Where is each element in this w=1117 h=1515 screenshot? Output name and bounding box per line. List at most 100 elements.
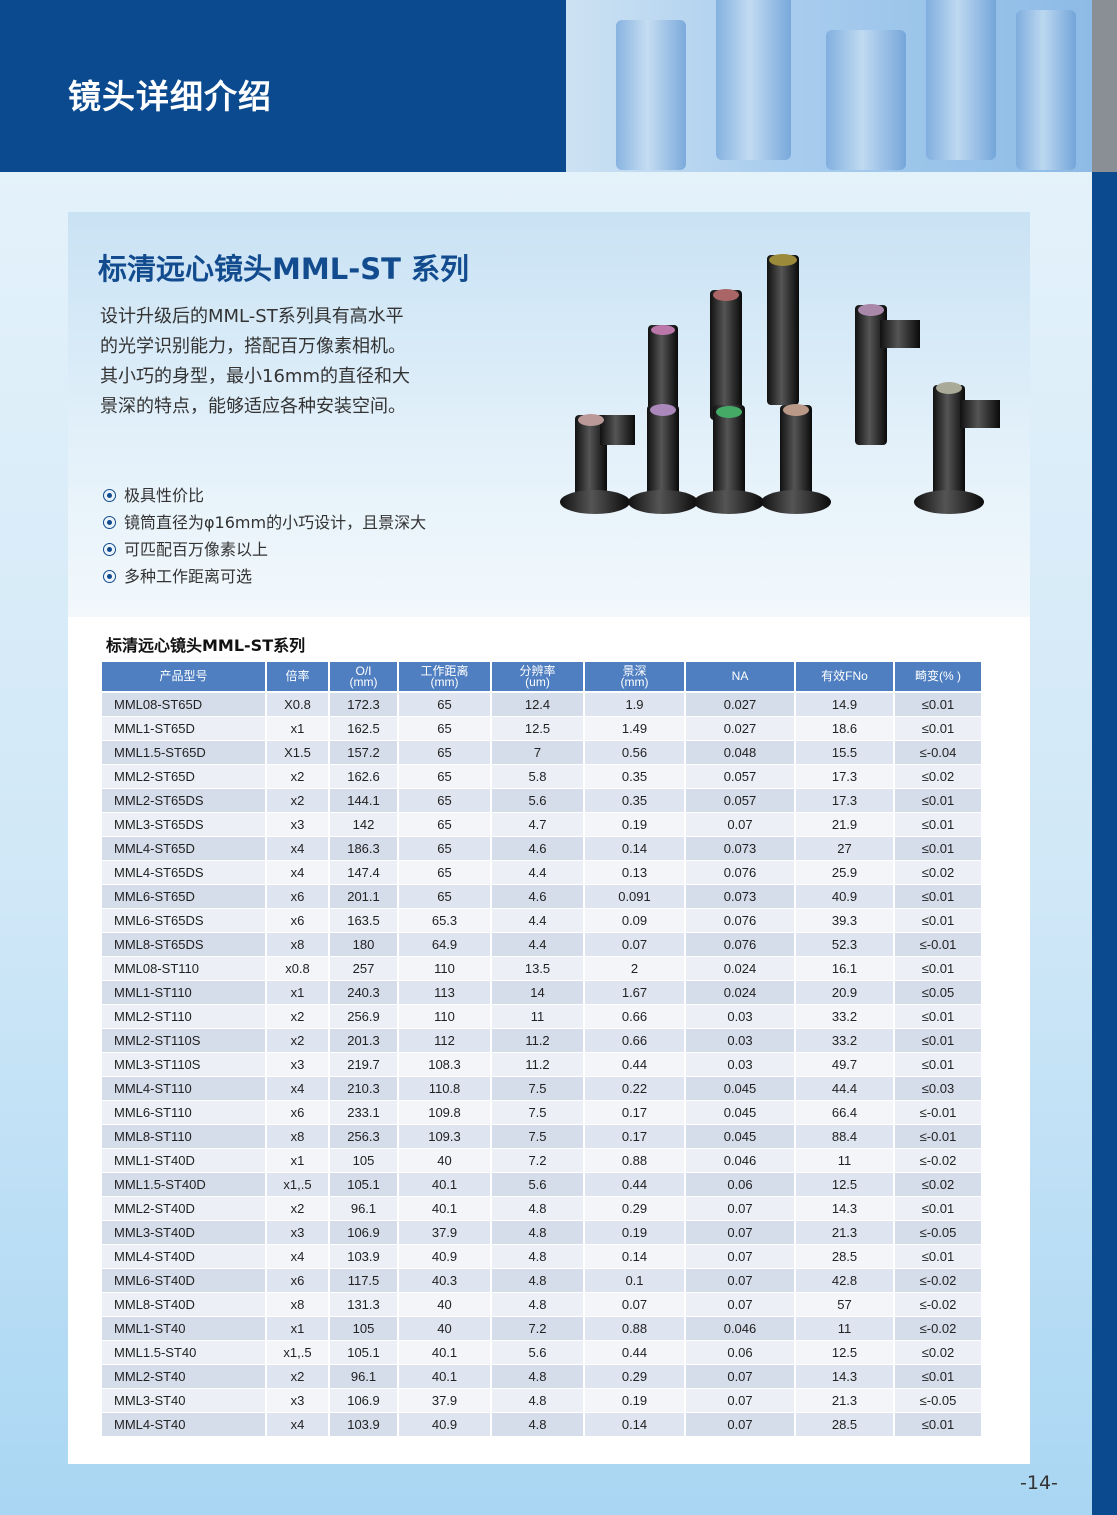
table-cell: 5.6 [491, 788, 585, 813]
table-row: MML3-ST40D x3 106.9 37.9 4.8 0.19 0.07 21.3 ≤-0.… [102, 1220, 983, 1245]
table-cell: 2 [584, 956, 686, 981]
table-row: MML8-ST65DS x8 180 64.9 4.4 0.07 0.076 52.3 ≤-0.… [102, 932, 983, 957]
table-cell: MML6-ST40D [102, 1268, 267, 1293]
table-cell: ≤0.01 [894, 956, 983, 981]
table-cell: 66.4 [795, 1100, 895, 1125]
table-row: MML2-ST110S x2 201.3 112 11.2 0.66 0.03 33.2 ≤0.… [102, 1028, 983, 1053]
table-cell: 240.3 [329, 980, 399, 1005]
table-cell: ≤0.01 [894, 788, 983, 813]
table-cell: 0.56 [584, 740, 686, 765]
table-cell: x6 [266, 1268, 330, 1293]
table-cell: MML1-ST40 [102, 1316, 267, 1341]
table-cell: 40.3 [398, 1268, 492, 1293]
table-cell: x4 [266, 836, 330, 861]
table-cell: x1,.5 [266, 1340, 330, 1365]
table-cell: 5.8 [491, 764, 585, 789]
table-cell: 0.073 [685, 884, 796, 909]
table-cell: 0.19 [584, 1220, 686, 1245]
table-header-row: 产品型号 倍率 O/I (mm) 工作距离 (mm) 分辨率 (um) 景深 (mm) NA 有效FN… [102, 662, 983, 693]
page-title: 镜头详细介绍 [68, 77, 272, 116]
table-cell: 37.9 [398, 1220, 492, 1245]
table-cell: x2 [266, 1196, 330, 1221]
table-cell: 65 [398, 764, 492, 789]
feature-text: 多种工作距离可选 [124, 567, 253, 586]
table-cell: MML3-ST40D [102, 1220, 267, 1245]
column-header-text: (mm) [430, 674, 459, 689]
table-cell: 0.07 [685, 1268, 796, 1293]
description-line: 的光学识别能力，搭配百万像素相机。 [100, 336, 406, 357]
table-cell: MML4-ST65D [102, 836, 267, 861]
table-cell: 5.6 [491, 1172, 585, 1197]
table-cell: 0.06 [685, 1172, 796, 1197]
table-cell: MML1.5-ST65D [102, 740, 267, 765]
table-cell: 0.057 [685, 788, 796, 813]
table-cell: 12.5 [795, 1172, 895, 1197]
table-row: MML1-ST65D x1 162.5 65 12.5 1.49 0.027 18.6 ≤0.0… [102, 716, 983, 741]
table-cell: 163.5 [329, 908, 399, 933]
table-cell: 65 [398, 884, 492, 909]
table-cell: ≤0.01 [894, 692, 983, 717]
table-cell: 0.03 [685, 1052, 796, 1077]
column-header-text: 工作距离 [420, 663, 469, 678]
table-cell: ≤0.03 [894, 1076, 983, 1101]
table-cell: 4.8 [491, 1220, 585, 1245]
table-cell: 65 [398, 812, 492, 837]
feature-item: 可匹配百万像素以上 [103, 536, 426, 563]
table-cell: ≤-0.02 [894, 1148, 983, 1173]
table-row: MML2-ST65D x2 162.6 65 5.8 0.35 0.057 17.3 ≤0.02 [102, 764, 983, 789]
table-row: MML3-ST65DS x3 142 65 4.7 0.19 0.07 21.9 ≤0.01 [102, 812, 983, 837]
description-line: 景深的特点，能够适应各种安装空间。 [100, 396, 406, 417]
table-cell: x3 [266, 1052, 330, 1077]
table-cell: ≤0.02 [894, 860, 983, 885]
table-cell: 0.14 [584, 1412, 686, 1437]
table-cell: x6 [266, 908, 330, 933]
table-cell: 0.024 [685, 980, 796, 1005]
table-cell: 57 [795, 1292, 895, 1317]
table-cell: MML08-ST65D [102, 692, 267, 717]
table-cell: 0.024 [685, 956, 796, 981]
right-edge-bar-top [1092, 0, 1117, 172]
table-cell: 0.19 [584, 812, 686, 837]
table-cell: x3 [266, 812, 330, 837]
table-cell: 0.045 [685, 1076, 796, 1101]
column-header: NA [685, 662, 796, 693]
column-header-text: 畸变(% ) [915, 669, 961, 683]
table-row: MML08-ST110 x0.8 257 110 13.5 2 0.024 16.1 ≤0.01 [102, 956, 983, 981]
table-cell: 0.19 [584, 1388, 686, 1413]
column-header-text: (mm) [349, 674, 378, 689]
table-cell: 105 [329, 1148, 399, 1173]
table-cell: MML3-ST65DS [102, 812, 267, 837]
table-cell: 64.9 [398, 932, 492, 957]
table-cell: 0.17 [584, 1100, 686, 1125]
table-cell: MML1.5-ST40D [102, 1172, 267, 1197]
table-cell: 65 [398, 692, 492, 717]
table-cell: 0.048 [685, 740, 796, 765]
table-cell: 109.8 [398, 1100, 492, 1125]
column-header-text: 景深 [622, 663, 647, 678]
table-cell: 0.027 [685, 692, 796, 717]
column-header-text: 产品型号 [159, 669, 208, 683]
table-cell: MML8-ST110 [102, 1124, 267, 1149]
spec-table: 产品型号 倍率 O/I (mm) 工作距离 (mm) 分辨率 (um) 景深 (mm) NA 有效FN… [102, 662, 983, 1437]
table-cell: 65 [398, 860, 492, 885]
table-cell: ≤0.01 [894, 812, 983, 837]
column-header: 分辨率 (um) [491, 662, 585, 693]
table-cell: 180 [329, 932, 399, 957]
description-line: 其小巧的身型，最小16mm的直径和大 [100, 366, 410, 387]
table-cell: 0.14 [584, 1244, 686, 1269]
table-cell: 0.057 [685, 764, 796, 789]
table-cell: MML1-ST110 [102, 980, 267, 1005]
table-cell: 0.88 [584, 1148, 686, 1173]
table-cell: x4 [266, 1244, 330, 1269]
table-cell: 4.8 [491, 1388, 585, 1413]
table-cell: 0.03 [685, 1004, 796, 1029]
feature-text: 极具性价比 [124, 486, 205, 505]
table-cell: ≤-0.01 [894, 1124, 983, 1149]
table-cell: 0.29 [584, 1364, 686, 1389]
table-cell: X0.8 [266, 692, 330, 717]
table-cell: 7.2 [491, 1148, 585, 1173]
column-header-text: 倍率 [285, 669, 310, 683]
table-cell: 11.2 [491, 1052, 585, 1077]
table-cell: 37.9 [398, 1388, 492, 1413]
table-cell: ≤-0.05 [894, 1220, 983, 1245]
